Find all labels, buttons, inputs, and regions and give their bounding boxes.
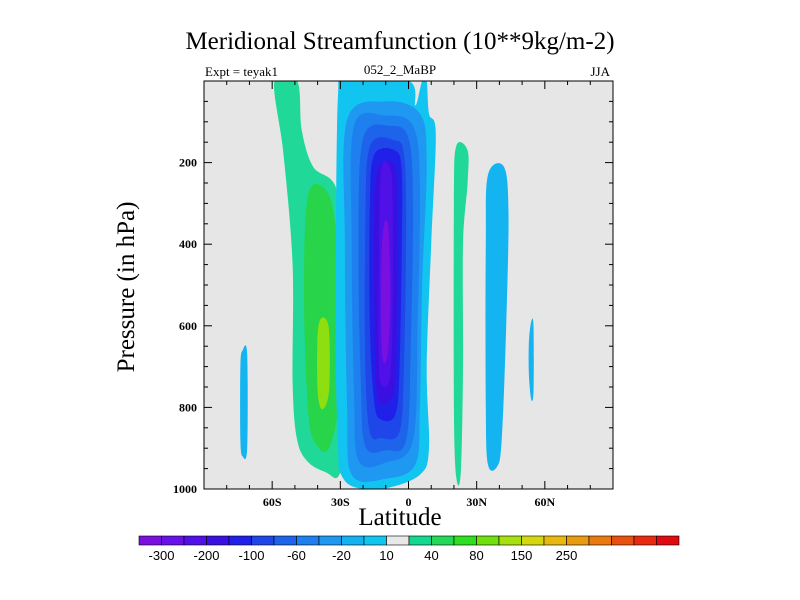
colorbar-swatch — [206, 535, 230, 546]
colorbar-swatch — [611, 535, 635, 546]
colorbar-swatch — [588, 535, 612, 546]
colorbar-swatch — [228, 535, 252, 546]
y-tick-label: 200 — [179, 156, 197, 170]
colorbar-swatch — [453, 535, 477, 546]
y-tick-label: 400 — [179, 237, 197, 251]
contour-southern-weak-cell — [240, 345, 248, 460]
colorbar-swatch — [498, 535, 522, 546]
colorbar-swatch — [251, 535, 275, 546]
axis-ticks: 60S 30S 0 30N 60N 200 400 600 800 1000 — [173, 81, 613, 509]
colorbar-label: 150 — [511, 548, 533, 563]
colorbar-swatch — [656, 535, 680, 546]
colorbar-swatch — [476, 535, 500, 546]
colorbar-label: 40 — [424, 548, 438, 563]
colorbar-label: 250 — [556, 548, 578, 563]
colorbar-swatch — [273, 535, 297, 546]
colorbar-swatch — [431, 535, 455, 546]
colorbar-label: 10 — [379, 548, 393, 563]
colorbar: -300 -200 -100 -60 -20 10 40 80 150 250 — [138, 535, 680, 563]
contour-nh-positive-core — [317, 317, 330, 410]
season-label: JJA — [590, 64, 610, 79]
x-tick-label: 30S — [331, 495, 350, 509]
contour-ferrel-negative — [485, 163, 509, 471]
colorbar-label: -60 — [287, 548, 306, 563]
colorbar-label: -300 — [148, 548, 174, 563]
colorbar-swatch — [521, 535, 545, 546]
contour-regions — [240, 81, 534, 489]
colorbar-swatch — [386, 535, 410, 546]
x-tick-label: 60N — [534, 495, 555, 509]
colorbar-swatch — [138, 535, 162, 546]
colorbar-label: -100 — [238, 548, 264, 563]
colorbar-swatch — [543, 535, 567, 546]
x-tick-label: 30N — [466, 495, 487, 509]
y-tick-label: 800 — [179, 400, 197, 414]
colorbar-swatch — [341, 535, 365, 546]
colorbar-label: -20 — [332, 548, 351, 563]
colorbar-swatch — [363, 535, 387, 546]
chart-title: Meridional Streamfunction (10**9kg/m-2) — [185, 28, 615, 55]
contour-polar-weak-cell — [528, 318, 534, 402]
colorbar-swatch — [161, 535, 185, 546]
colorbar-swatch — [633, 535, 657, 546]
y-tick-label: 1000 — [173, 482, 197, 496]
x-axis-label: Latitude — [358, 504, 442, 531]
colorbar-swatch — [296, 535, 320, 546]
colorbar-swatch — [566, 535, 590, 546]
x-tick-label: 0 — [406, 495, 412, 509]
colorbar-label: 80 — [469, 548, 483, 563]
colorbar-swatch — [318, 535, 342, 546]
y-tick-label: 600 — [179, 319, 197, 333]
colorbar-label: -200 — [193, 548, 219, 563]
contour-hadley-core — [380, 219, 391, 364]
x-tick-label: 60S — [263, 495, 282, 509]
experiment-label: Expt = teyak1 — [205, 64, 279, 79]
contour-subtropical-positive — [453, 142, 469, 486]
colorbar-swatch — [183, 535, 207, 546]
case-label: 052_2_MaBP — [363, 62, 437, 77]
colorbar-swatch — [408, 535, 432, 546]
